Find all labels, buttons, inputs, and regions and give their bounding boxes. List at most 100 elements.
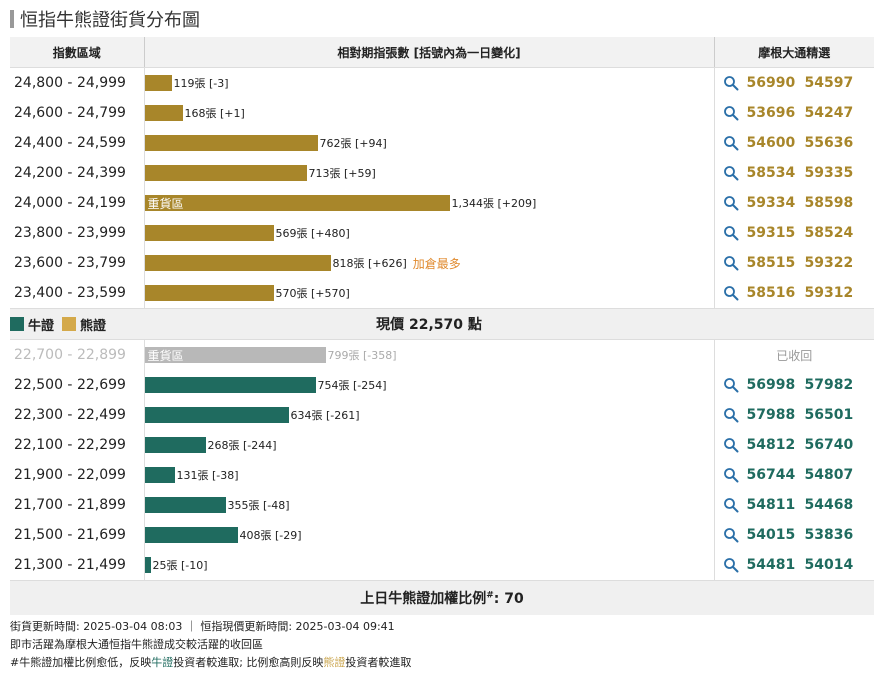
warrant-code-link[interactable]: 56744 — [746, 467, 796, 483]
range-label: 22,100 - 22,299 — [14, 437, 126, 453]
warrant-code-link[interactable]: 58534 — [746, 165, 796, 181]
footnotes: 街貨更新時間: 2025-03-04 08:03 ｜ 恒指現價更新時間: 202… — [10, 618, 411, 672]
warrant-code-link[interactable]: 54247 — [804, 105, 854, 121]
heavy-zone-label: 重貨區 — [147, 348, 184, 363]
search-icon[interactable] — [723, 105, 739, 121]
warrant-code-link[interactable]: 54014 — [804, 557, 854, 573]
warrant-code-link[interactable]: 54015 — [746, 527, 796, 543]
warrant-code-link[interactable]: 58515 — [746, 255, 796, 271]
current-price-row: 牛證 熊證 現價 22,570 點 — [10, 308, 874, 340]
contracts-label: 408張 [-29] — [239, 529, 302, 542]
warrant-code-link[interactable]: 54481 — [746, 557, 796, 573]
contracts-label: 355張 [-48] — [227, 499, 290, 512]
most-added-note: 加倉最多 — [412, 256, 461, 271]
warrant-code-link[interactable]: 55636 — [804, 135, 854, 151]
contracts-label: 713張 [+59] — [308, 167, 376, 180]
warrant-code-link[interactable]: 58524 — [804, 225, 854, 241]
recalled-label: 已收回 — [776, 348, 813, 363]
bear-bar — [144, 105, 183, 121]
bear-row: 24,600 - 24,799 168張 [+1] 53696 54247 — [10, 98, 874, 128]
search-icon[interactable] — [723, 467, 739, 483]
legend: 牛證 熊證 — [10, 308, 144, 340]
warrant-code-link[interactable]: 54807 — [804, 467, 854, 483]
ratio-mark: # — [486, 590, 494, 601]
warrant-code-link[interactable]: 59322 — [804, 255, 854, 271]
warrant-code-link[interactable]: 56998 — [746, 377, 796, 393]
bear-bar — [144, 165, 307, 181]
search-icon[interactable] — [723, 497, 739, 513]
warrant-code-link[interactable]: 57982 — [804, 377, 854, 393]
search-icon[interactable] — [723, 75, 739, 91]
note-ratio-part1: #牛熊證加權比例愈低，反映 — [10, 656, 152, 669]
note-ratio-part3: 投資者較進取 — [345, 656, 412, 669]
bear-bar — [144, 285, 274, 301]
bull-bar — [144, 557, 151, 573]
bear-row: 23,400 - 23,599 570張 [+570] 58516 59312 — [10, 278, 874, 309]
warrant-code-link[interactable]: 56990 — [746, 75, 796, 91]
heavy-zone-label: 重貨區 — [147, 196, 184, 211]
search-icon[interactable] — [723, 527, 739, 543]
warrant-code-link[interactable]: 59335 — [804, 165, 854, 181]
search-icon[interactable] — [723, 377, 739, 393]
warrant-code-link[interactable]: 58516 — [746, 285, 796, 301]
search-icon[interactable] — [723, 407, 739, 423]
bull-bar — [144, 527, 238, 543]
search-icon[interactable] — [723, 165, 739, 181]
range-label: 21,900 - 22,099 — [14, 467, 126, 483]
search-icon[interactable] — [723, 437, 739, 453]
warrant-code-link[interactable]: 54811 — [746, 497, 796, 513]
warrant-code-link[interactable]: 53696 — [746, 105, 796, 121]
legend-bear-label: 熊證 — [80, 318, 107, 334]
range-label: 22,700 - 22,899 — [14, 347, 126, 363]
warrant-code-link[interactable]: 54468 — [804, 497, 854, 513]
range-label: 24,000 - 24,199 — [14, 195, 126, 211]
bear-row: 24,200 - 24,399 713張 [+59] 58534 59335 — [10, 158, 874, 188]
bull-bar: 重貨區 — [144, 347, 326, 363]
warrant-code-link[interactable]: 58598 — [804, 195, 854, 211]
warrant-code-link[interactable]: 53836 — [804, 527, 854, 543]
search-icon[interactable] — [723, 255, 739, 271]
header-range: 指數區域 — [10, 37, 144, 68]
bear-bar — [144, 135, 318, 151]
range-label: 24,600 - 24,799 — [14, 105, 126, 121]
bear-row: 24,800 - 24,999 119張 [-3] 56990 54597 — [10, 67, 874, 98]
contracts-label: 799張 [-358] — [327, 349, 397, 362]
legend-bear-swatch — [62, 317, 77, 331]
ratio-value: : 70 — [493, 591, 524, 607]
search-icon[interactable] — [723, 225, 739, 241]
legend-bull-swatch — [10, 317, 24, 331]
ratio: 上日牛熊證加權比例#: 70 — [10, 580, 874, 615]
warrant-code-link[interactable]: 59312 — [804, 285, 854, 301]
warrant-code-link[interactable]: 54600 — [746, 135, 796, 151]
contracts-label: 25張 [-10] — [152, 559, 208, 572]
search-icon[interactable] — [723, 557, 739, 573]
bull-row: 22,500 - 22,699 754張 [-254] 56998 57982 — [10, 370, 874, 400]
warrant-code-link[interactable]: 57988 — [746, 407, 796, 423]
range-label: 21,500 - 21,699 — [14, 527, 126, 543]
bear-bar — [144, 255, 331, 271]
warrant-code-link[interactable]: 54812 — [746, 437, 796, 453]
range-label: 22,500 - 22,699 — [14, 377, 126, 393]
warrant-code-link[interactable]: 56740 — [804, 437, 854, 453]
bull-row: 22,700 - 22,899 重貨區 799張 [-358] 已收回 — [10, 339, 874, 370]
title-accent-bar — [10, 10, 14, 28]
bull-rows: 22,700 - 22,899 重貨區 799張 [-358] 已收回 22,500 -… — [10, 339, 874, 581]
page-title: 恒指牛熊證街貨分布圖 — [20, 10, 200, 31]
search-icon[interactable] — [723, 195, 739, 211]
note-ratio-bear: 熊證 — [323, 656, 346, 669]
contracts-label: 570張 [+570] — [275, 287, 350, 300]
warrant-code-link[interactable]: 54597 — [804, 75, 854, 91]
contracts-label: 569張 [+480] — [275, 227, 350, 240]
search-icon[interactable] — [723, 285, 739, 301]
bull-bar — [144, 437, 206, 453]
contracts-label: 168張 [+1] — [184, 107, 245, 120]
warrant-code-link[interactable]: 59315 — [746, 225, 796, 241]
bear-row: 23,600 - 23,799 818張 [+626] 加倉最多 58515 59322 — [10, 248, 874, 278]
search-icon[interactable] — [723, 135, 739, 151]
header-contracts: 相對期指張數 [括號內為一日變化] — [143, 37, 714, 68]
warrant-code-link[interactable]: 56501 — [804, 407, 854, 423]
bull-bar — [144, 377, 316, 393]
legend-bear: 熊證 — [62, 315, 106, 334]
bull-bar — [144, 407, 289, 423]
warrant-code-link[interactable]: 59334 — [746, 195, 796, 211]
